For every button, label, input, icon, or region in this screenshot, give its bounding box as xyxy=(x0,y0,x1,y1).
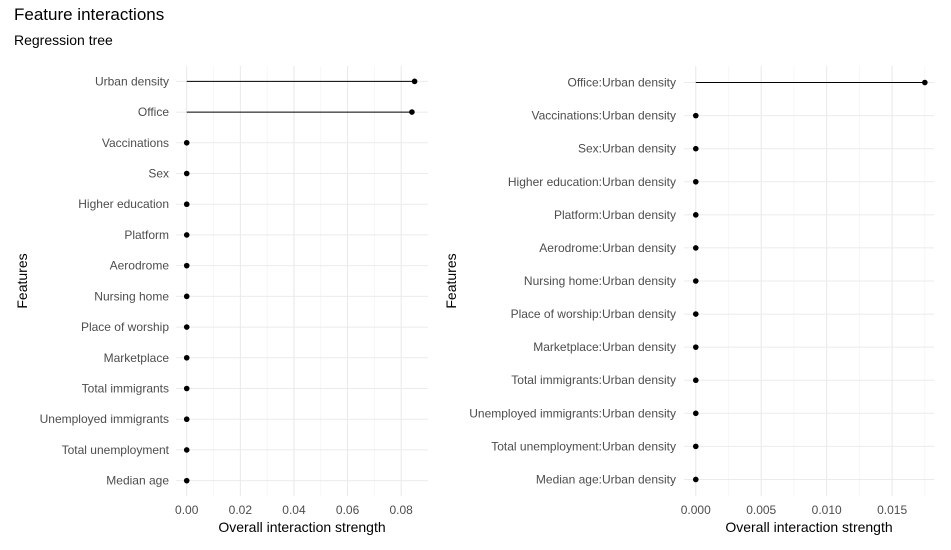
data-point xyxy=(183,201,190,208)
chart-panel-left: Urban density Office Vaccinations Sex Higher… xyxy=(14,66,428,535)
y-tick-label: Vaccinations:Urban density xyxy=(531,109,676,123)
y-tick-label: Aerodrome:Urban density xyxy=(539,241,676,255)
x-axis-label: Overall interaction strength xyxy=(725,519,892,535)
data-point xyxy=(183,293,190,300)
x-tick-label: 0.000 xyxy=(681,503,711,517)
data-point xyxy=(692,245,699,251)
y-tick-label: Median age:Urban density xyxy=(536,472,676,486)
data-point xyxy=(692,178,699,185)
data-point xyxy=(183,354,190,361)
y-tick-label: Place of worship:Urban density xyxy=(511,307,676,321)
chart-title: Feature interactions xyxy=(14,5,165,24)
y-tick-label: Office xyxy=(138,105,169,119)
x-tick-label: 0.06 xyxy=(336,503,360,517)
x-tick-label: 0.02 xyxy=(229,503,253,517)
y-tick-label: Nursing home:Urban density xyxy=(524,274,676,288)
data-point xyxy=(692,278,699,284)
x-axis-label: Overall interaction strength xyxy=(218,519,385,535)
data-point xyxy=(183,324,190,330)
data-point xyxy=(183,139,190,146)
data-point xyxy=(692,212,699,218)
data-point xyxy=(409,109,415,115)
y-tick-label: Total unemployment:Urban density xyxy=(491,439,676,453)
data-point xyxy=(692,410,699,417)
y-tick-label: Nursing home xyxy=(94,289,169,303)
x-tick-label: 0.08 xyxy=(390,503,414,517)
chart-panel-right: Office:Urban density Vaccinations:Urban d… xyxy=(443,66,934,535)
x-tick-label: 0.00 xyxy=(175,503,199,517)
data-point xyxy=(183,170,190,177)
y-axis-label: Features xyxy=(14,253,30,308)
y-tick-label: Total immigrants xyxy=(82,382,169,396)
data-point xyxy=(411,78,418,85)
y-tick-label: Higher education xyxy=(78,197,169,211)
y-axis-label: Features xyxy=(443,253,459,308)
data-point xyxy=(922,79,928,86)
data-point xyxy=(692,311,699,317)
x-tick-label: 0.005 xyxy=(746,503,776,517)
y-tick-label: Median age xyxy=(106,474,169,488)
data-point xyxy=(692,145,699,152)
y-tick-label: Platform xyxy=(124,228,169,242)
y-tick-label: Unemployed immigrants xyxy=(40,412,169,426)
y-tick-label: Sex:Urban density xyxy=(578,142,676,156)
data-point xyxy=(183,447,190,453)
y-tick-label: Platform:Urban density xyxy=(554,208,676,222)
data-point xyxy=(692,476,699,483)
y-tick-label: Total unemployment xyxy=(62,443,170,457)
y-tick-label: Total immigrants:Urban density xyxy=(511,373,676,387)
x-tick-label: 0.04 xyxy=(282,503,306,517)
y-tick-label: Sex xyxy=(148,167,169,181)
data-point xyxy=(183,477,190,484)
data-point xyxy=(692,443,699,450)
y-tick-label: Unemployed immigrants:Urban density xyxy=(469,406,676,420)
y-tick-label: Office:Urban density xyxy=(568,76,677,90)
y-tick-label: Place of worship xyxy=(81,320,169,334)
y-tick-label: Aerodrome xyxy=(110,259,170,273)
data-point xyxy=(692,112,699,119)
chart-subtitle: Regression tree xyxy=(14,32,113,48)
data-point xyxy=(183,232,190,238)
x-tick-label: 0.010 xyxy=(812,503,842,517)
data-point xyxy=(183,262,190,269)
data-point xyxy=(183,416,190,423)
y-tick-label: Higher education:Urban density xyxy=(508,175,676,189)
y-tick-label: Marketplace:Urban density xyxy=(533,340,676,354)
data-point xyxy=(692,377,699,384)
data-point xyxy=(692,344,699,350)
y-tick-label: Marketplace xyxy=(104,351,170,365)
data-point xyxy=(183,385,190,392)
y-tick-label: Vaccinations xyxy=(102,136,169,150)
y-tick-label: Urban density xyxy=(95,74,169,88)
x-tick-label: 0.015 xyxy=(877,503,907,517)
